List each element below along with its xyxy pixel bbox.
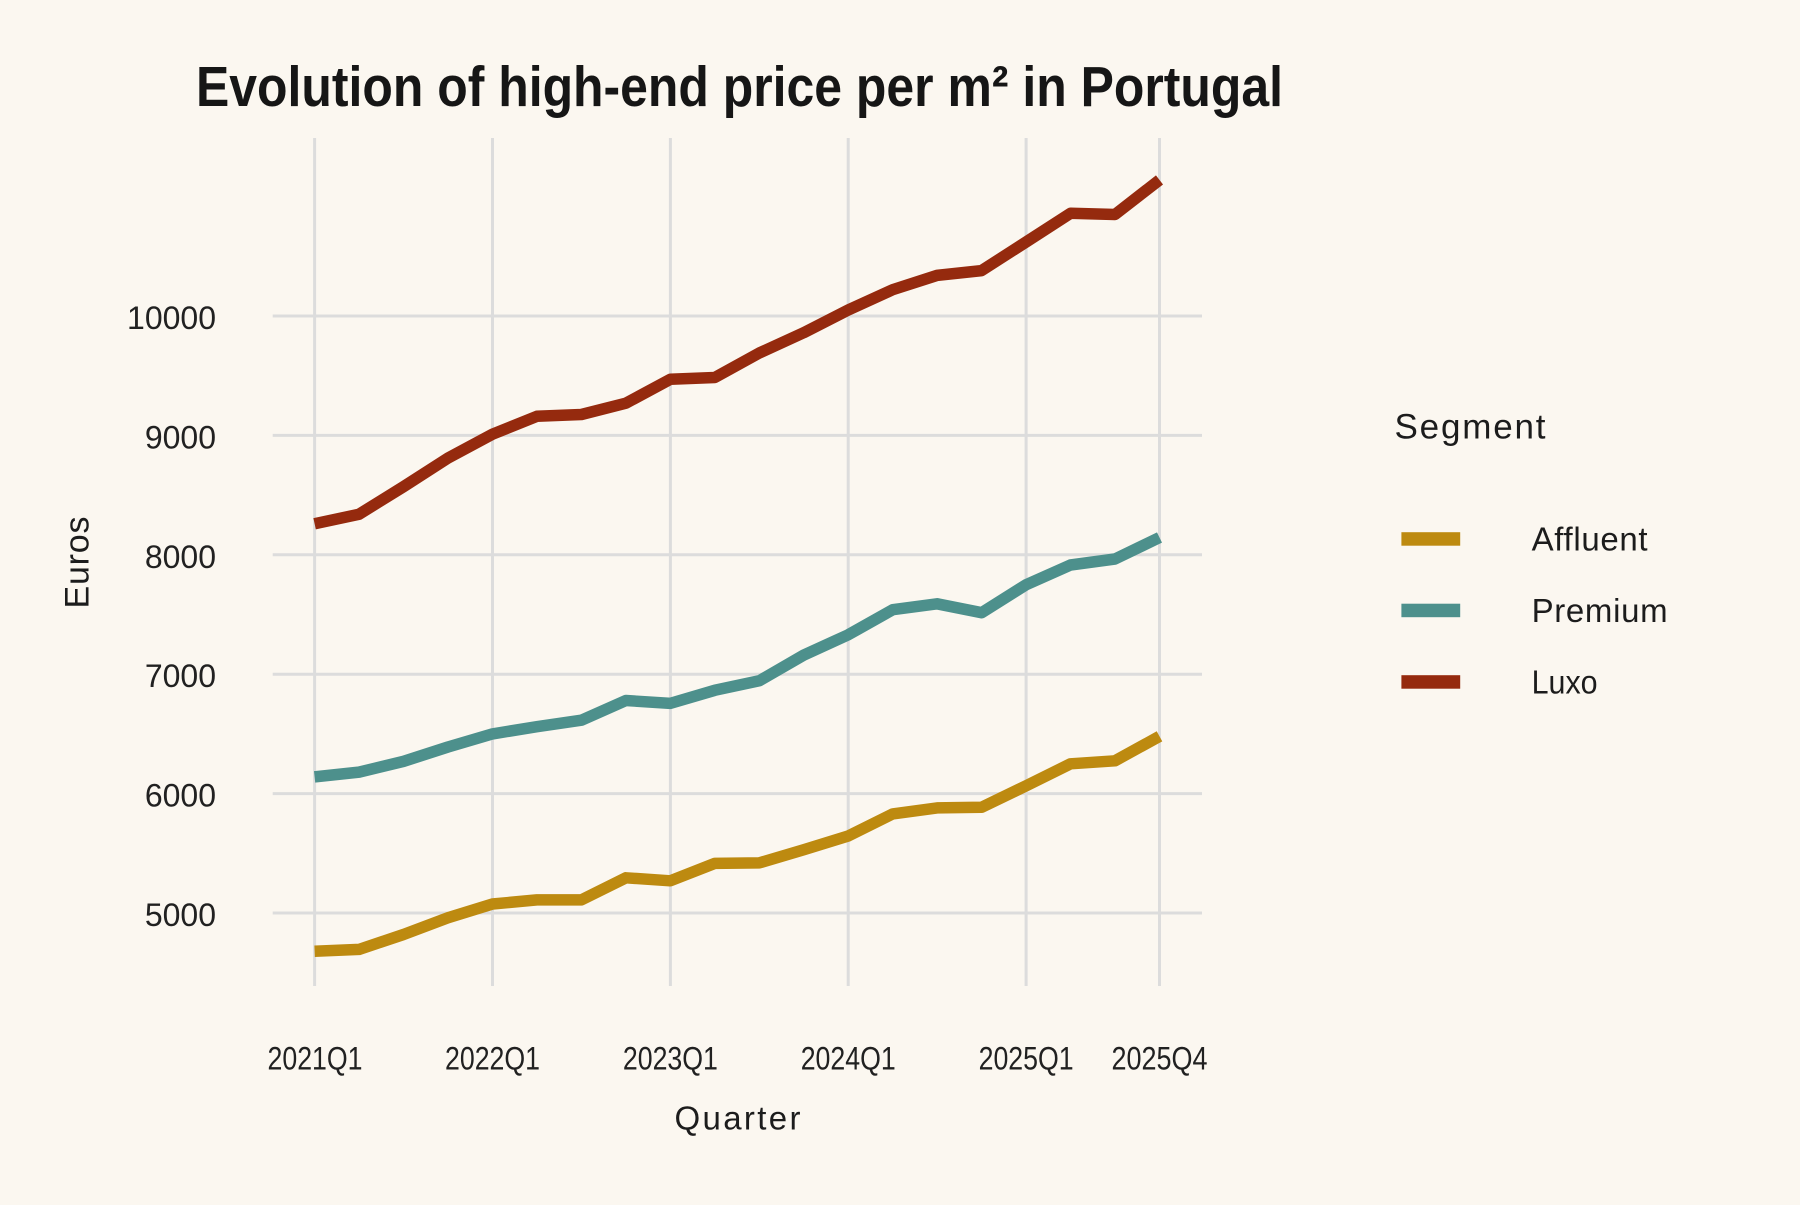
svg-text:9000: 9000 (145, 419, 216, 455)
svg-text:2025Q4: 2025Q4 (1112, 1041, 1208, 1077)
svg-text:8000: 8000 (145, 539, 216, 575)
svg-text:Luxo: Luxo (1532, 664, 1598, 701)
svg-text:2021Q1: 2021Q1 (268, 1041, 363, 1077)
svg-text:Quarter: Quarter (675, 1100, 801, 1137)
svg-text:Segment: Segment (1395, 408, 1546, 447)
svg-text:6000: 6000 (145, 778, 216, 814)
svg-text:2023Q1: 2023Q1 (623, 1041, 718, 1077)
svg-text:2025Q1: 2025Q1 (979, 1041, 1074, 1077)
svg-text:Evolution of high-end price pe: Evolution of high-end price per m² in Po… (196, 55, 1283, 119)
svg-text:Premium: Premium (1532, 592, 1668, 629)
svg-text:5000: 5000 (145, 897, 216, 933)
svg-text:2024Q1: 2024Q1 (801, 1041, 896, 1077)
svg-text:Affluent: Affluent (1532, 521, 1648, 558)
svg-text:2022Q1: 2022Q1 (445, 1041, 540, 1077)
svg-text:Euros: Euros (59, 517, 97, 609)
svg-text:10000: 10000 (127, 300, 216, 336)
svg-text:7000: 7000 (145, 658, 216, 694)
